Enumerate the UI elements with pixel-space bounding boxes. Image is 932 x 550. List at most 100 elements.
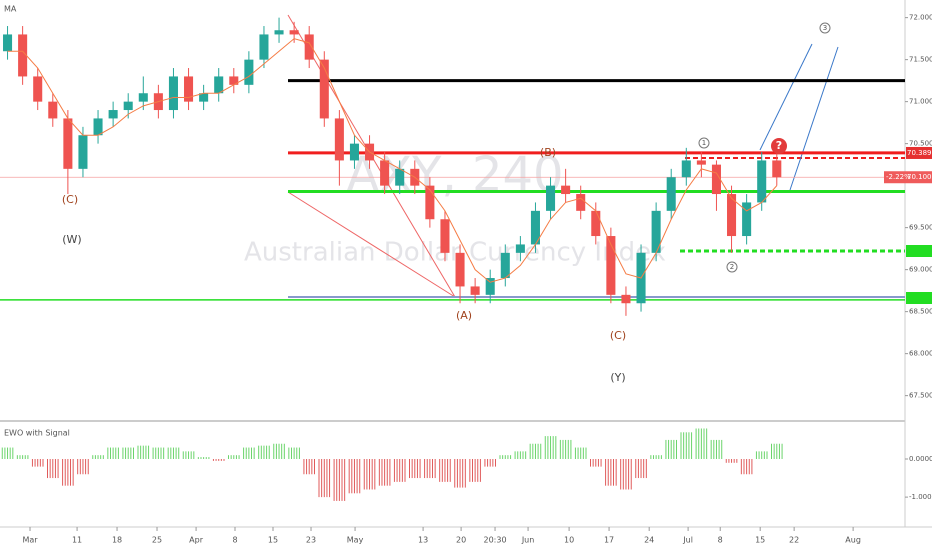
x-tick-label: 20:30 [484,536,507,545]
candle-body [3,34,13,52]
candle-body [500,252,510,279]
candle-body [184,76,194,102]
candle-body [606,236,616,295]
candle-body [440,219,450,253]
wave-label: 3 [823,24,827,32]
x-tick-label: 18 [112,536,122,545]
price-tag [906,146,932,159]
candle-body [651,210,661,253]
candle-body [621,294,631,304]
wave-label: (Y) [610,371,625,384]
candle-body [561,185,571,195]
level-tag [906,292,932,304]
trend-line [287,191,456,298]
x-tick-label: 15 [268,536,278,545]
candle-body [319,59,329,119]
x-tick-label: 20 [456,536,466,545]
y2-tick-label: 0.0000 [909,455,932,463]
indicator-label: MA [4,5,17,14]
candle-body [289,30,299,35]
x-tick-label: Apr [189,536,204,545]
wave-label: (B) [540,146,556,159]
candle-body [742,202,752,237]
candle-body [18,34,28,77]
candle-body [727,194,737,237]
candle-body [304,34,314,60]
candle-body [199,93,209,102]
candle-body [259,34,269,60]
candle-body [546,185,556,211]
ma-line [7,38,778,283]
candle-body [108,110,118,119]
candle-body [244,59,254,85]
price-tag-label: 70.3890 [907,149,932,157]
projection-arrow [759,43,813,151]
x-tick-label: Jun [521,536,535,545]
x-tick-label: Mar [22,536,38,545]
price-tag-label: 70.1000 [907,173,932,181]
y-tick-label: 71.0000 [909,98,932,106]
wave-label: (W) [62,233,81,246]
candle-body [93,118,103,136]
candle-body [48,101,58,119]
x-tick-label: Jul [682,536,693,545]
candle-body [63,118,73,169]
y-tick-label: 72.0000 [909,14,932,22]
x-tick-label: 15 [755,536,765,545]
candle-body [530,210,540,245]
candle-body [138,93,148,102]
candle-body [425,185,435,220]
wave-label: 1 [702,139,706,147]
candle-body [123,101,133,111]
change-label: -2.22% [886,173,911,181]
candle-body [485,278,495,295]
wave-circle [819,22,831,34]
x-tick-label: 8 [232,536,237,545]
candle-body [455,252,465,287]
y2-tick-label: -1.0000 [909,493,932,501]
x-tick-label: 24 [644,536,654,545]
x-tick-label: 13 [418,536,428,545]
candle-body [274,30,284,35]
wave-label: 2 [730,263,734,271]
candle-body [470,286,480,295]
wave-label: (C) [610,329,626,342]
candle-body [229,76,239,85]
x-tick-label: 11 [72,536,82,545]
y-tick-label: 68.0000 [909,350,932,358]
x-tick-label: Aug [845,536,861,545]
candle-body [711,164,721,195]
x-tick-label: 22 [789,536,799,545]
wave-label: (C) [62,193,78,206]
x-tick-label: 25 [152,536,162,545]
question-mark: ? [776,139,782,152]
price-tag [884,171,932,184]
candle-body [515,244,525,253]
candle-body [334,118,344,161]
candle-body [576,194,586,211]
candle-body [33,76,43,102]
candle-body [78,135,88,169]
y-tick-label: 69.0000 [909,266,932,274]
wave-circle [726,261,738,273]
watermark-subtitle: Australian Dollar Currency Index [244,238,666,268]
candle-body [696,160,706,165]
x-tick-label: May [347,536,364,545]
candle-body [380,160,390,186]
question-icon [771,138,787,154]
indicator-label: EWO with Signal [4,429,70,438]
wave-circle [698,137,710,149]
candle-body [349,143,359,161]
x-tick-label: 8 [718,536,723,545]
candle-body [681,160,691,178]
candle-body [214,76,224,94]
candle-body [591,210,601,237]
candle-body [772,160,782,178]
wave-label: (A) [456,309,472,322]
x-tick-label: 17 [604,536,614,545]
